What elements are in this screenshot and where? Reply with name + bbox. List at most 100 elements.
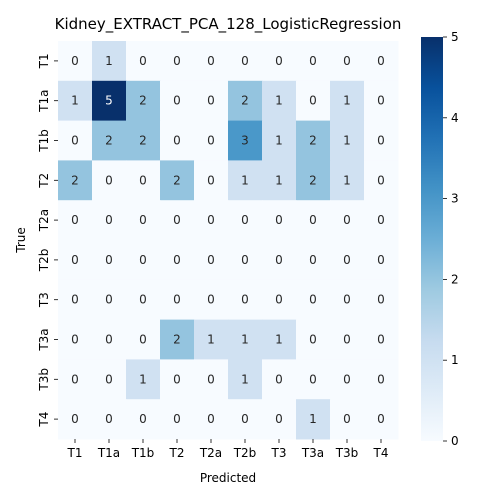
heatmap-cell — [330, 80, 365, 122]
heatmap-cell — [228, 319, 263, 360]
cell-value-label: 0 — [241, 54, 249, 68]
heatmap-cell — [364, 160, 399, 201]
y-tick-label: T3a — [37, 328, 51, 351]
heatmap-cell — [228, 80, 263, 122]
cell-value-label: 1 — [343, 134, 351, 148]
heatmap-cell — [194, 200, 229, 241]
cell-value-label: 0 — [275, 253, 283, 267]
cell-value-label: 1 — [105, 54, 113, 68]
cell-value-label: 0 — [241, 412, 249, 426]
y-tick-label: T3 — [37, 292, 51, 308]
heatmap-cell — [92, 200, 127, 241]
cell-value-label: 0 — [343, 412, 351, 426]
cell-value-label: 1 — [275, 134, 283, 148]
heatmap-cell — [262, 319, 297, 360]
cell-value-label: 0 — [377, 333, 385, 347]
heatmap-cell — [330, 200, 365, 241]
heatmap-cell — [92, 120, 127, 161]
heatmap-cell — [58, 319, 93, 360]
heatmap-cell — [58, 80, 93, 122]
cell-value-label: 0 — [139, 333, 147, 347]
heatmap-cell — [296, 359, 331, 400]
heatmap-cell — [160, 41, 195, 82]
cell-value-label: 0 — [343, 253, 351, 267]
heatmap-cell — [364, 80, 399, 122]
heatmap-cell — [126, 319, 161, 360]
heatmap-cell — [364, 279, 399, 321]
x-axis-label: Predicted — [200, 471, 256, 485]
heatmap-cell — [330, 399, 365, 440]
heatmap-cell — [126, 240, 161, 281]
heatmap-cell — [330, 160, 365, 201]
cell-value-label: 0 — [105, 253, 113, 267]
heatmap-cell — [194, 359, 229, 400]
heatmap-cell — [228, 160, 263, 201]
heatmap-cell — [160, 120, 195, 161]
cell-value-label: 0 — [207, 412, 215, 426]
heatmap-cell — [58, 120, 93, 161]
heatmap-cell — [262, 200, 297, 241]
heatmap-cell — [296, 319, 331, 360]
cell-value-label: 0 — [275, 213, 283, 227]
cell-value-label: 2 — [309, 134, 317, 148]
cell-value-label: 0 — [71, 293, 79, 307]
heatmap-cell — [364, 319, 399, 360]
cell-value-label: 2 — [139, 134, 147, 148]
cell-value-label: 0 — [275, 293, 283, 307]
heatmap-cell — [160, 359, 195, 400]
heatmap-cell — [330, 319, 365, 360]
cell-value-label: 1 — [275, 333, 283, 347]
x-tick-label: T1b — [131, 446, 155, 460]
heatmap-cell — [58, 41, 93, 82]
cell-value-label: 2 — [173, 173, 181, 187]
cell-value-label: 0 — [207, 54, 215, 68]
cell-value-label: 0 — [207, 134, 215, 148]
x-tick-label: T3 — [271, 446, 287, 460]
cell-value-label: 2 — [139, 94, 147, 108]
heatmap-cell — [126, 120, 161, 161]
cell-value-label: 3 — [241, 134, 249, 148]
heatmap-cell — [126, 200, 161, 241]
cell-value-label: 0 — [71, 253, 79, 267]
heatmap-cell — [228, 359, 263, 400]
cell-value-label: 0 — [71, 372, 79, 386]
y-tick-labels: T1 T1a T1b T2 T2a T2b T3 T3a T3b T4 — [37, 53, 58, 428]
cell-value-label: 0 — [207, 173, 215, 187]
cell-value-label: 2 — [241, 94, 249, 108]
heatmap-cell — [262, 41, 297, 82]
heatmap-cell — [262, 279, 297, 321]
heatmap-cell — [92, 80, 127, 122]
cell-value-label: 0 — [139, 253, 147, 267]
heatmap-cell — [364, 240, 399, 281]
heatmap-cell — [194, 319, 229, 360]
heatmap-cell — [330, 359, 365, 400]
heatmap-cell — [228, 240, 263, 281]
heatmap-cell — [296, 41, 331, 82]
heatmap-cell — [330, 279, 365, 321]
cell-value-label: 0 — [139, 293, 147, 307]
cell-value-label: 1 — [207, 333, 215, 347]
cell-value-label: 0 — [309, 253, 317, 267]
cell-value-label: 0 — [241, 213, 249, 227]
heatmap-cell — [58, 399, 93, 440]
cell-value-label: 2 — [71, 173, 79, 187]
cell-value-label: 1 — [275, 94, 283, 108]
cell-value-label: 1 — [241, 173, 249, 187]
cell-value-label: 5 — [105, 94, 113, 108]
y-tick-label: T4 — [37, 412, 51, 428]
heatmap-cell — [160, 279, 195, 321]
heatmap-cell — [160, 200, 195, 241]
colorbar-gradient — [421, 37, 443, 441]
cell-value-label: 0 — [377, 94, 385, 108]
cell-value-label: 1 — [139, 372, 147, 386]
chart-title: Kidney_EXTRACT_PCA_128_LogisticRegressio… — [55, 15, 402, 34]
cell-value-label: 0 — [139, 54, 147, 68]
heatmap-cell — [126, 399, 161, 440]
heatmap-cell — [296, 200, 331, 241]
y-tick-label: T3b — [37, 368, 51, 392]
heatmap-cell — [58, 359, 93, 400]
cell-value-label: 0 — [173, 134, 181, 148]
heatmap-cell — [364, 359, 399, 400]
heatmap-cell — [262, 80, 297, 122]
